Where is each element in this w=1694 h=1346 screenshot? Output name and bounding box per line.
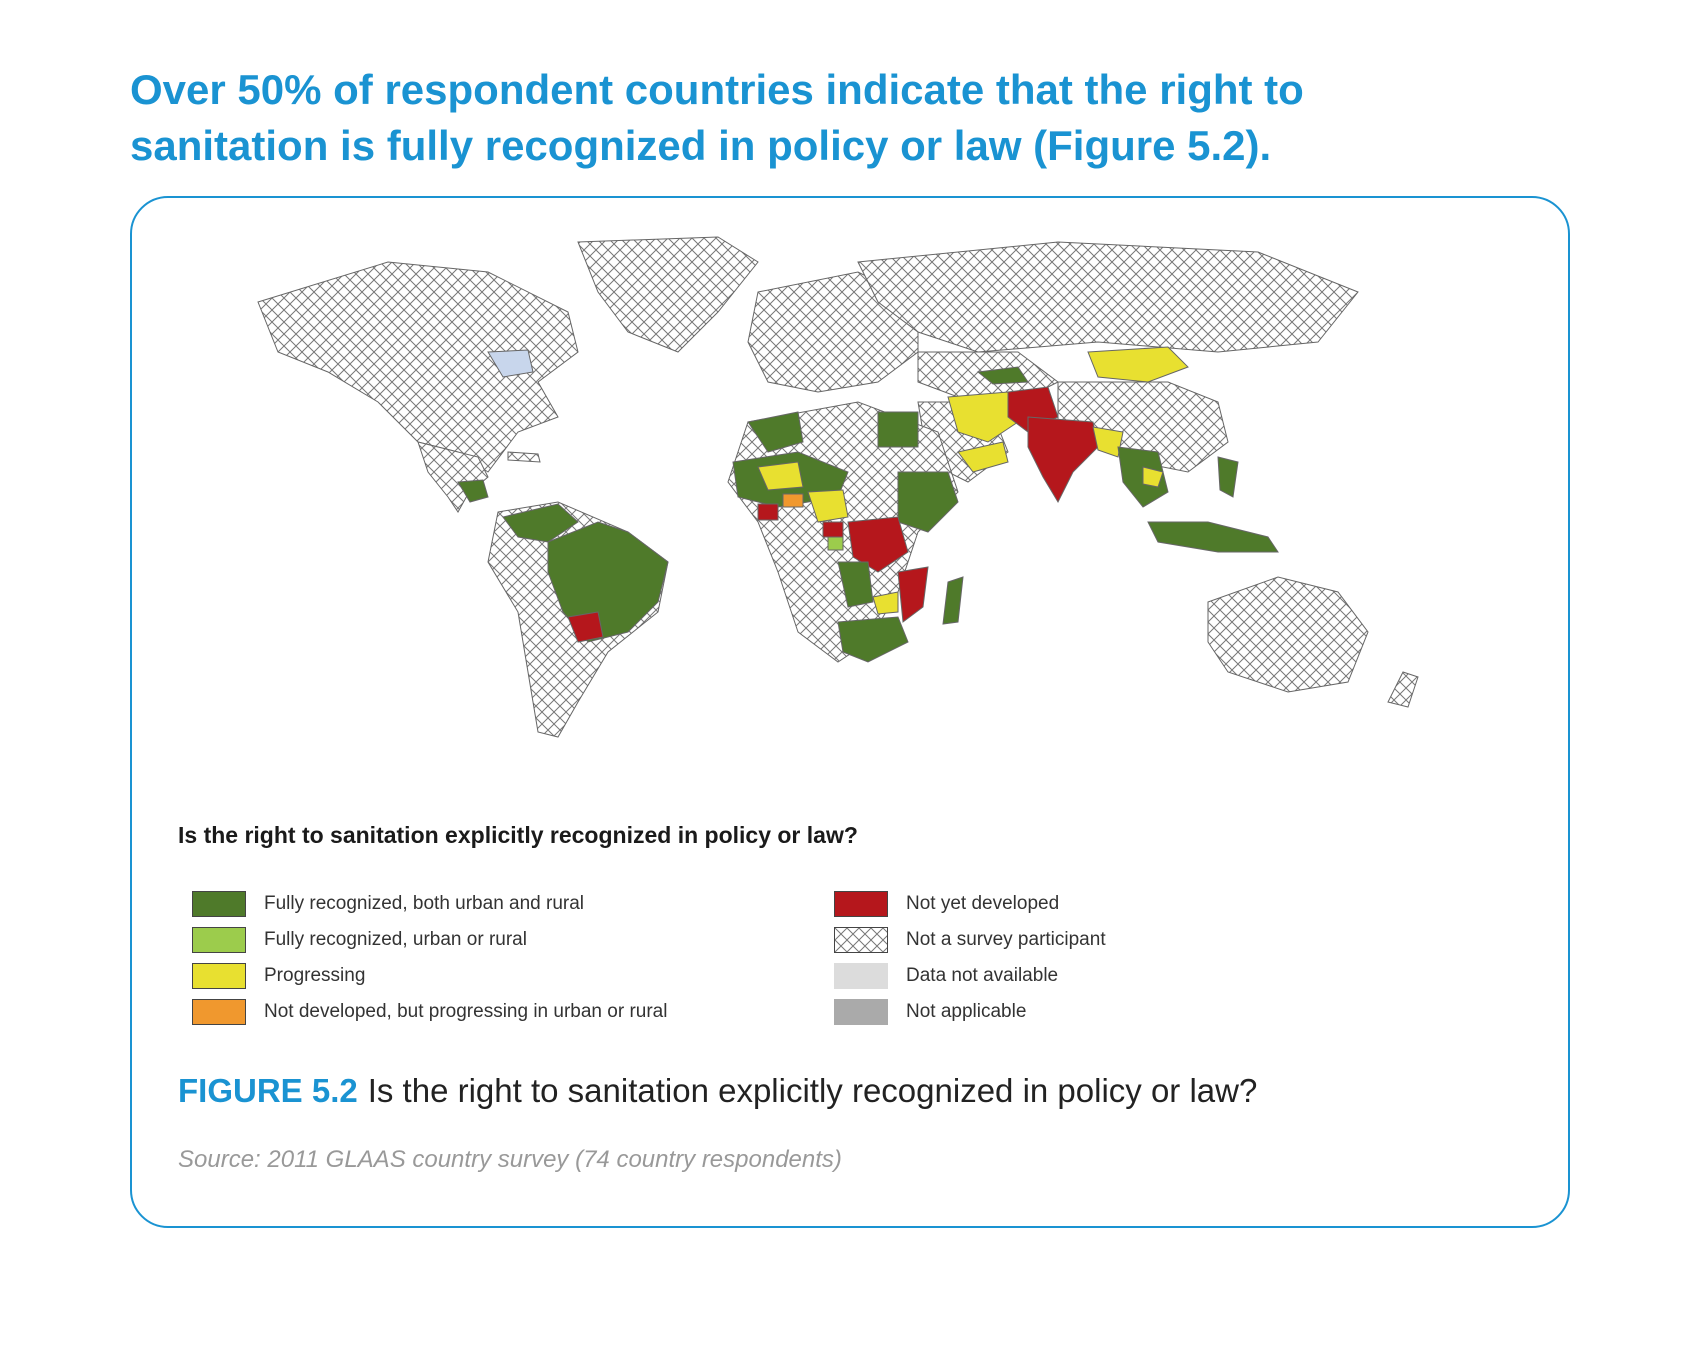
region-new-zealand — [1387, 671, 1419, 708]
region-iran-gulf — [947, 391, 1019, 443]
region-brazil — [547, 521, 669, 643]
source-note: Source: 2011 GLAAS country survey (74 co… — [178, 1146, 842, 1173]
figure-caption-text: Is the right to sanitation explicitly re… — [367, 1072, 1258, 1109]
region-thailand — [1142, 466, 1164, 488]
region-russia — [857, 241, 1359, 353]
legend-label: Progressing — [264, 965, 366, 986]
region-great-lakes — [487, 349, 534, 378]
legend-label: Not developed, but progressing in urban … — [264, 1001, 668, 1022]
figure-caption: FIGURE 5.2 Is the right to sanitation exp… — [178, 1072, 1257, 1110]
legend-swatch-data-na — [834, 963, 888, 989]
region-madagascar — [942, 576, 964, 625]
region-greenland — [577, 236, 759, 353]
region-paraguay — [567, 611, 604, 643]
region-philippines — [1217, 456, 1239, 498]
legend-swatch-progressing — [192, 963, 246, 989]
region-zambia-yellow — [872, 591, 899, 615]
legend-swatch-full-both — [192, 891, 246, 917]
region-north-america — [257, 261, 579, 473]
legend-item-not-participant: Not a survey participant — [834, 922, 1106, 958]
region-north-africa-green — [747, 411, 804, 453]
legend-title: Is the right to sanitation explicitly re… — [178, 822, 858, 848]
region-nigeria-yellow — [807, 489, 849, 523]
legend-label: Not a survey participant — [906, 929, 1106, 950]
legend-swatch-not-participant — [834, 927, 888, 953]
headline-line-1: Over 50% of respondent countries indicat… — [130, 66, 1304, 113]
legend-right-column: Not yet developed Not a survey participa… — [834, 886, 1106, 1030]
legend-label: Fully recognized, both urban and rural — [264, 893, 585, 914]
figure-panel — [130, 196, 1570, 1228]
headline-line-2: sanitation is fully recognized in policy… — [130, 122, 1272, 169]
region-india — [1027, 416, 1099, 504]
legend-item-full-both: Fully recognized, both urban and rural — [192, 886, 667, 922]
legend-item-progressing: Progressing — [192, 958, 667, 994]
headline: Over 50% of respondent countries indicat… — [130, 62, 1580, 174]
region-south-africa — [837, 616, 909, 663]
legend-item-data-na: Data not available — [834, 958, 1106, 994]
legend-label: Not applicable — [906, 1001, 1027, 1022]
region-caribbean — [507, 451, 541, 463]
legend-item-not-dev-progressing: Not developed, but progressing in urban … — [192, 994, 667, 1030]
region-indonesia — [1147, 521, 1279, 553]
legend-swatch-not-applicable — [834, 999, 888, 1025]
region-egypt — [877, 411, 919, 448]
region-angola — [837, 561, 874, 608]
legend-label: Data not available — [906, 965, 1059, 986]
region-central-america-green — [457, 479, 489, 503]
legend-left-column: Fully recognized, both urban and rural F… — [192, 886, 667, 1030]
legend-swatch-not-dev-progressing — [192, 999, 246, 1025]
region-east-africa — [897, 471, 959, 533]
region-mongolia — [1087, 346, 1189, 383]
world-map — [158, 232, 1558, 802]
region-mozambique — [897, 566, 929, 623]
legend-swatch-not-developed — [834, 891, 888, 917]
region-central-america — [417, 441, 489, 513]
legend-item-not-applicable: Not applicable — [834, 994, 1106, 1030]
world-map-svg — [257, 236, 1419, 738]
region-nepal-bangladesh — [1092, 426, 1124, 458]
region-gabon-lightgreen — [827, 536, 844, 551]
figure-number: FIGURE 5.2 — [178, 1072, 358, 1109]
region-colombia-venezuela — [502, 503, 579, 543]
region-yemen-oman — [957, 441, 1009, 473]
legend-label: Not yet developed — [906, 893, 1060, 914]
legend-swatch-full-one — [192, 927, 246, 953]
region-cameroon-red — [822, 521, 844, 538]
legend-item-not-developed: Not yet developed — [834, 886, 1106, 922]
region-sahel-yellow — [757, 461, 804, 491]
region-central-asia-green — [976, 366, 1029, 385]
legend-item-full-one: Fully recognized, urban or rural — [192, 922, 667, 958]
legend-label: Fully recognized, urban or rural — [264, 929, 527, 950]
region-australia — [1207, 576, 1369, 693]
region-west-africa-red — [757, 503, 779, 521]
region-west-africa-orange — [782, 493, 804, 508]
region-drc — [847, 516, 909, 573]
